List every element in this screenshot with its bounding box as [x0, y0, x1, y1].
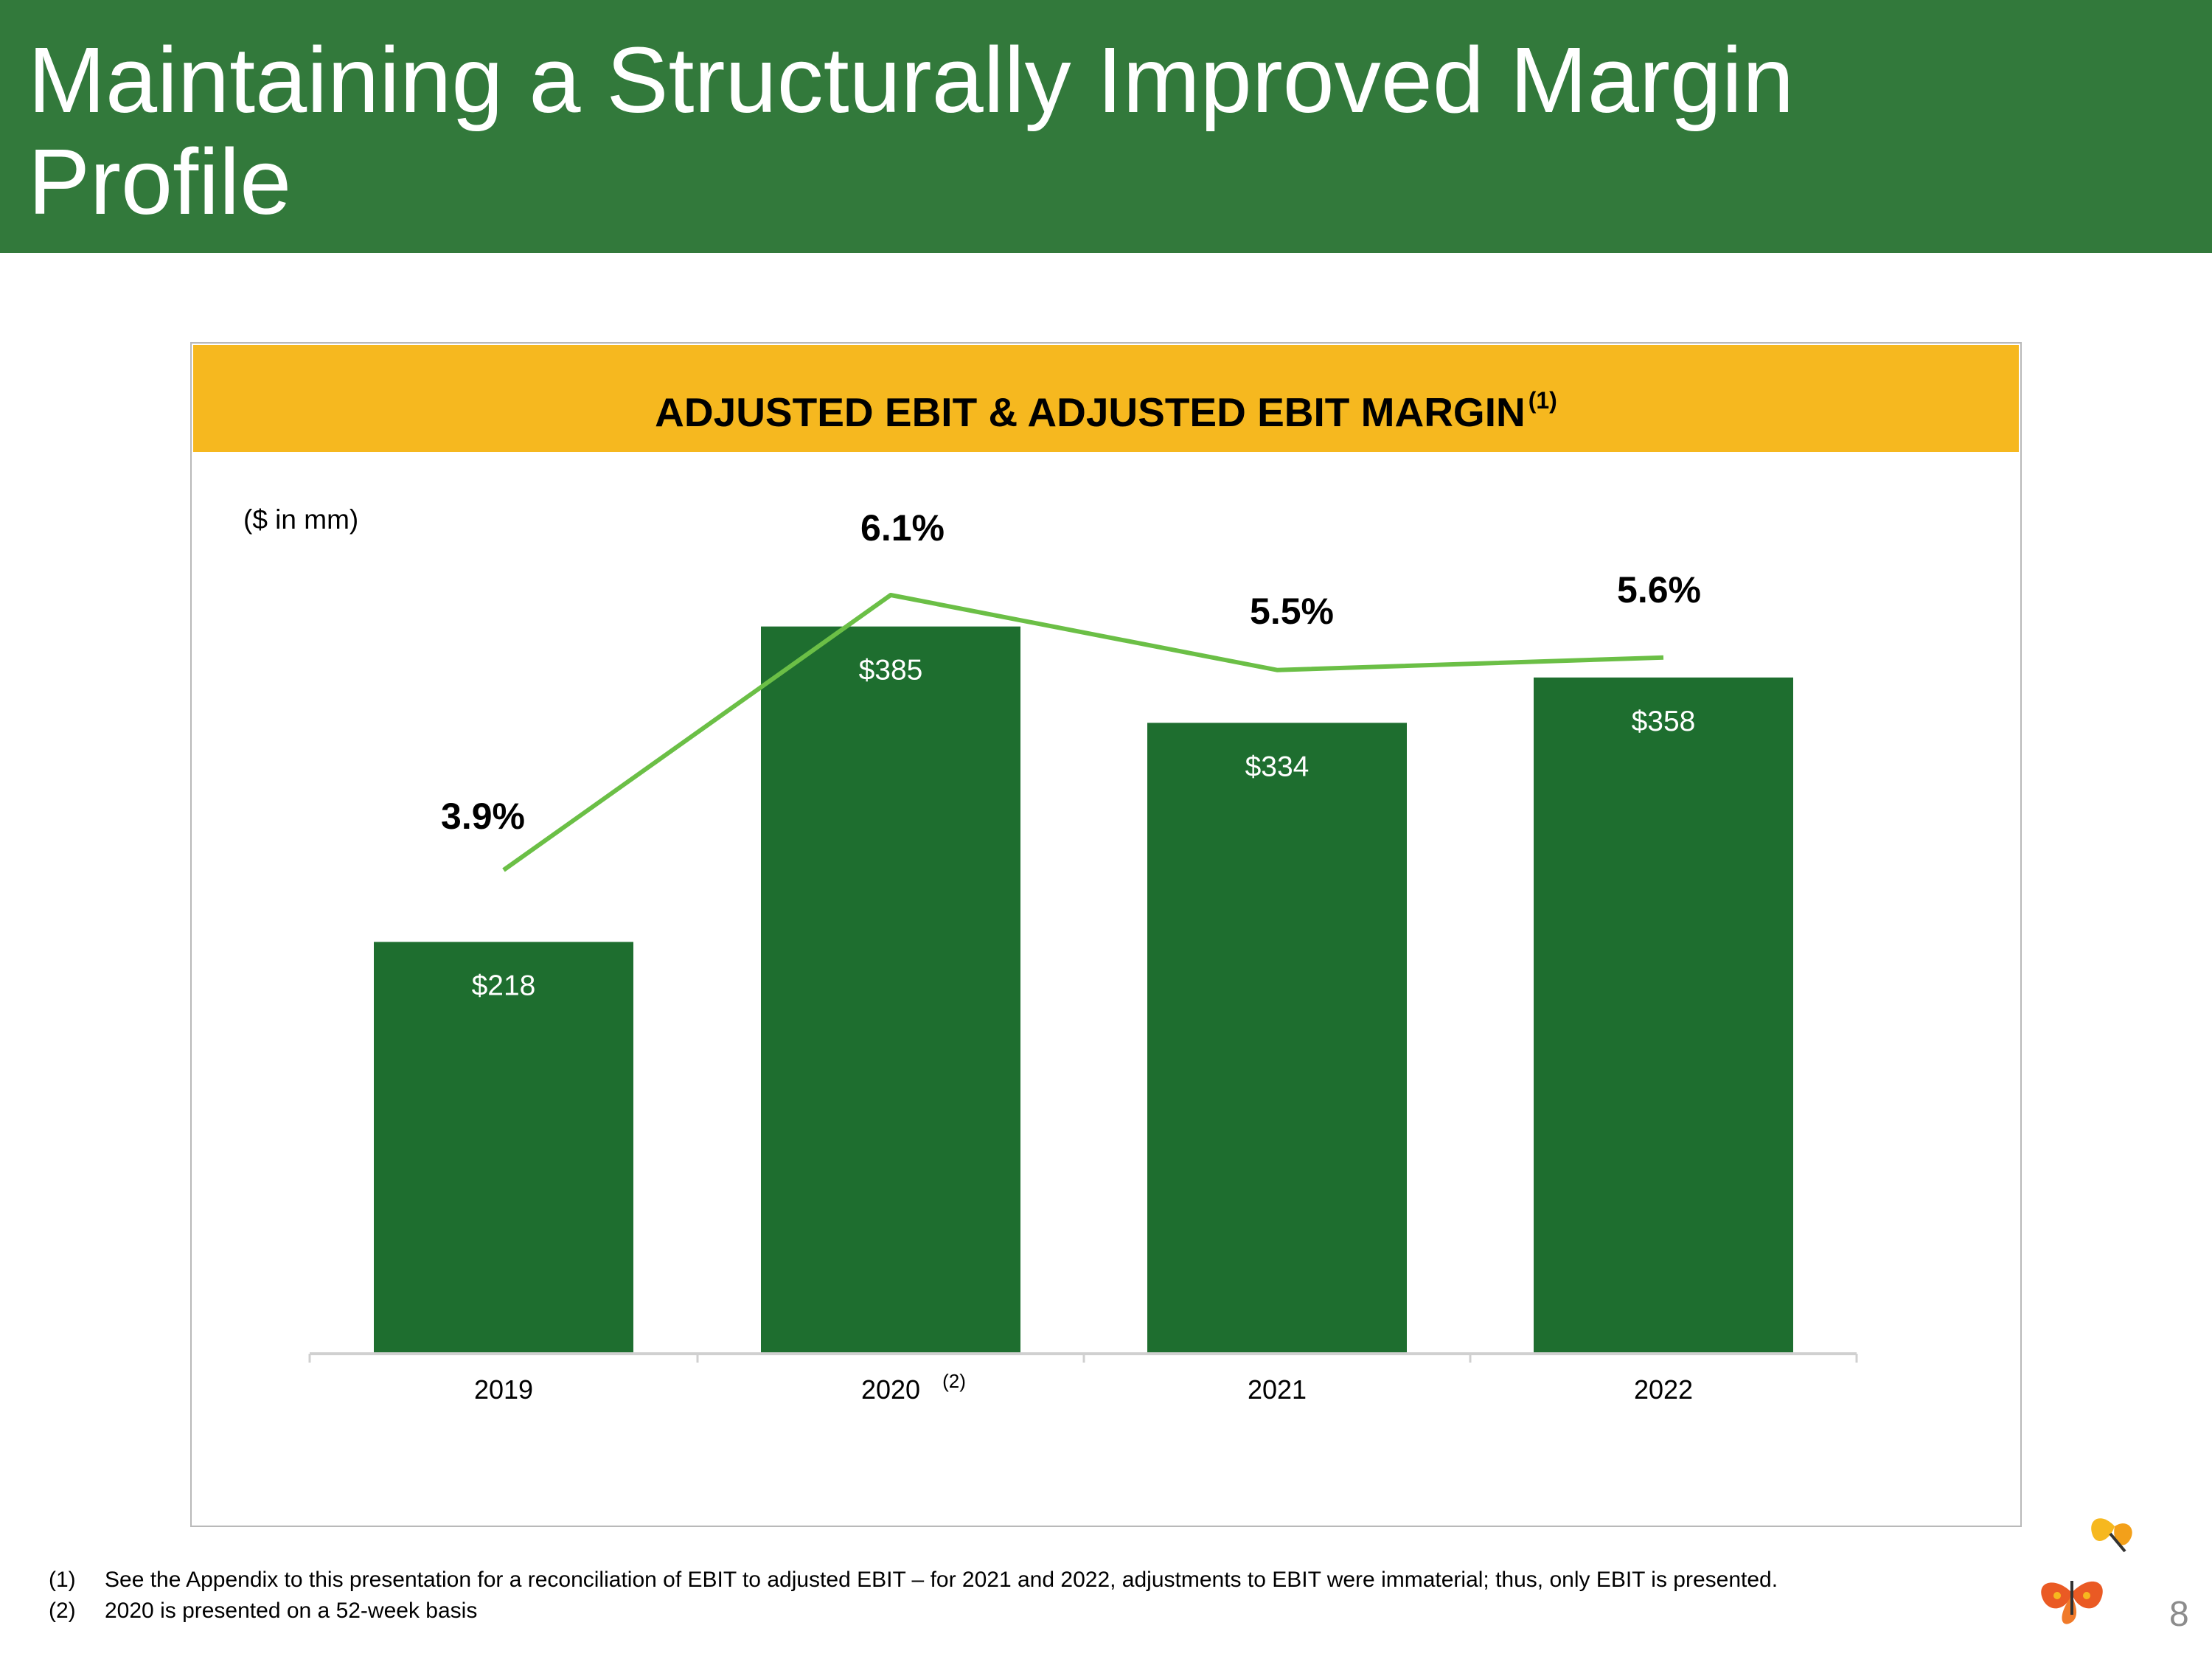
butterfly-yellow-icon: [2091, 1518, 2132, 1553]
x-tick-footnote-ref: (2): [942, 1370, 966, 1392]
unit-label: ($ in mm): [243, 504, 359, 535]
slide-title: Maintaining a Structurally Improved Marg…: [28, 28, 1795, 234]
bar-2022: [1534, 677, 1793, 1354]
slide-header: Maintaining a Structurally Improved Marg…: [0, 0, 2212, 253]
bar-value-label: $218: [472, 970, 536, 1002]
x-tick-label: 2019: [474, 1374, 533, 1405]
chart-title-footnote-ref: (1): [1528, 387, 1557, 414]
margin-label: 5.6%: [1617, 569, 1701, 611]
footnote-number: (2): [49, 1599, 76, 1623]
x-tick-label: 2022: [1634, 1374, 1693, 1405]
margin-label: 6.1%: [860, 507, 945, 549]
footnotes: (1) See the Appendix to this presentation…: [49, 1565, 1778, 1627]
footnote-text: 2020 is presented on a 52-week basis: [105, 1599, 478, 1623]
margin-label: 3.9%: [441, 796, 525, 837]
footnote-1: (1) See the Appendix to this presentation…: [49, 1565, 1778, 1596]
bar-value-label: $358: [1632, 706, 1696, 737]
page-number: 8: [2169, 1595, 2189, 1634]
butterfly-logo-icon: [2041, 1518, 2132, 1624]
margin-line: [502, 593, 1664, 872]
chart-title-text: ADJUSTED EBIT & ADJUSTED EBIT MARGIN: [655, 389, 1526, 435]
x-tick-label: 2021: [1248, 1374, 1307, 1405]
chart-title: ADJUSTED EBIT & ADJUSTED EBIT MARGIN (1): [193, 376, 2019, 437]
bar-2021: [1147, 723, 1407, 1354]
bar-2019: [374, 942, 633, 1354]
margin-label: 5.5%: [1250, 591, 1334, 632]
footnote-number: (1): [49, 1568, 76, 1592]
bar-value-label: $385: [859, 655, 923, 686]
x-tick-label: 2020: [861, 1374, 920, 1405]
footnote-2: (2) 2020 is presented on a 52-week basis: [49, 1596, 1778, 1627]
chart-banner: ADJUSTED EBIT & ADJUSTED EBIT MARGIN (1): [193, 345, 2019, 452]
bar-2020: [761, 626, 1020, 1354]
footnote-text: See the Appendix to this presentation fo…: [105, 1568, 1778, 1592]
bar-value-label: $334: [1245, 751, 1310, 782]
butterfly-orange-icon: [2041, 1581, 2103, 1624]
